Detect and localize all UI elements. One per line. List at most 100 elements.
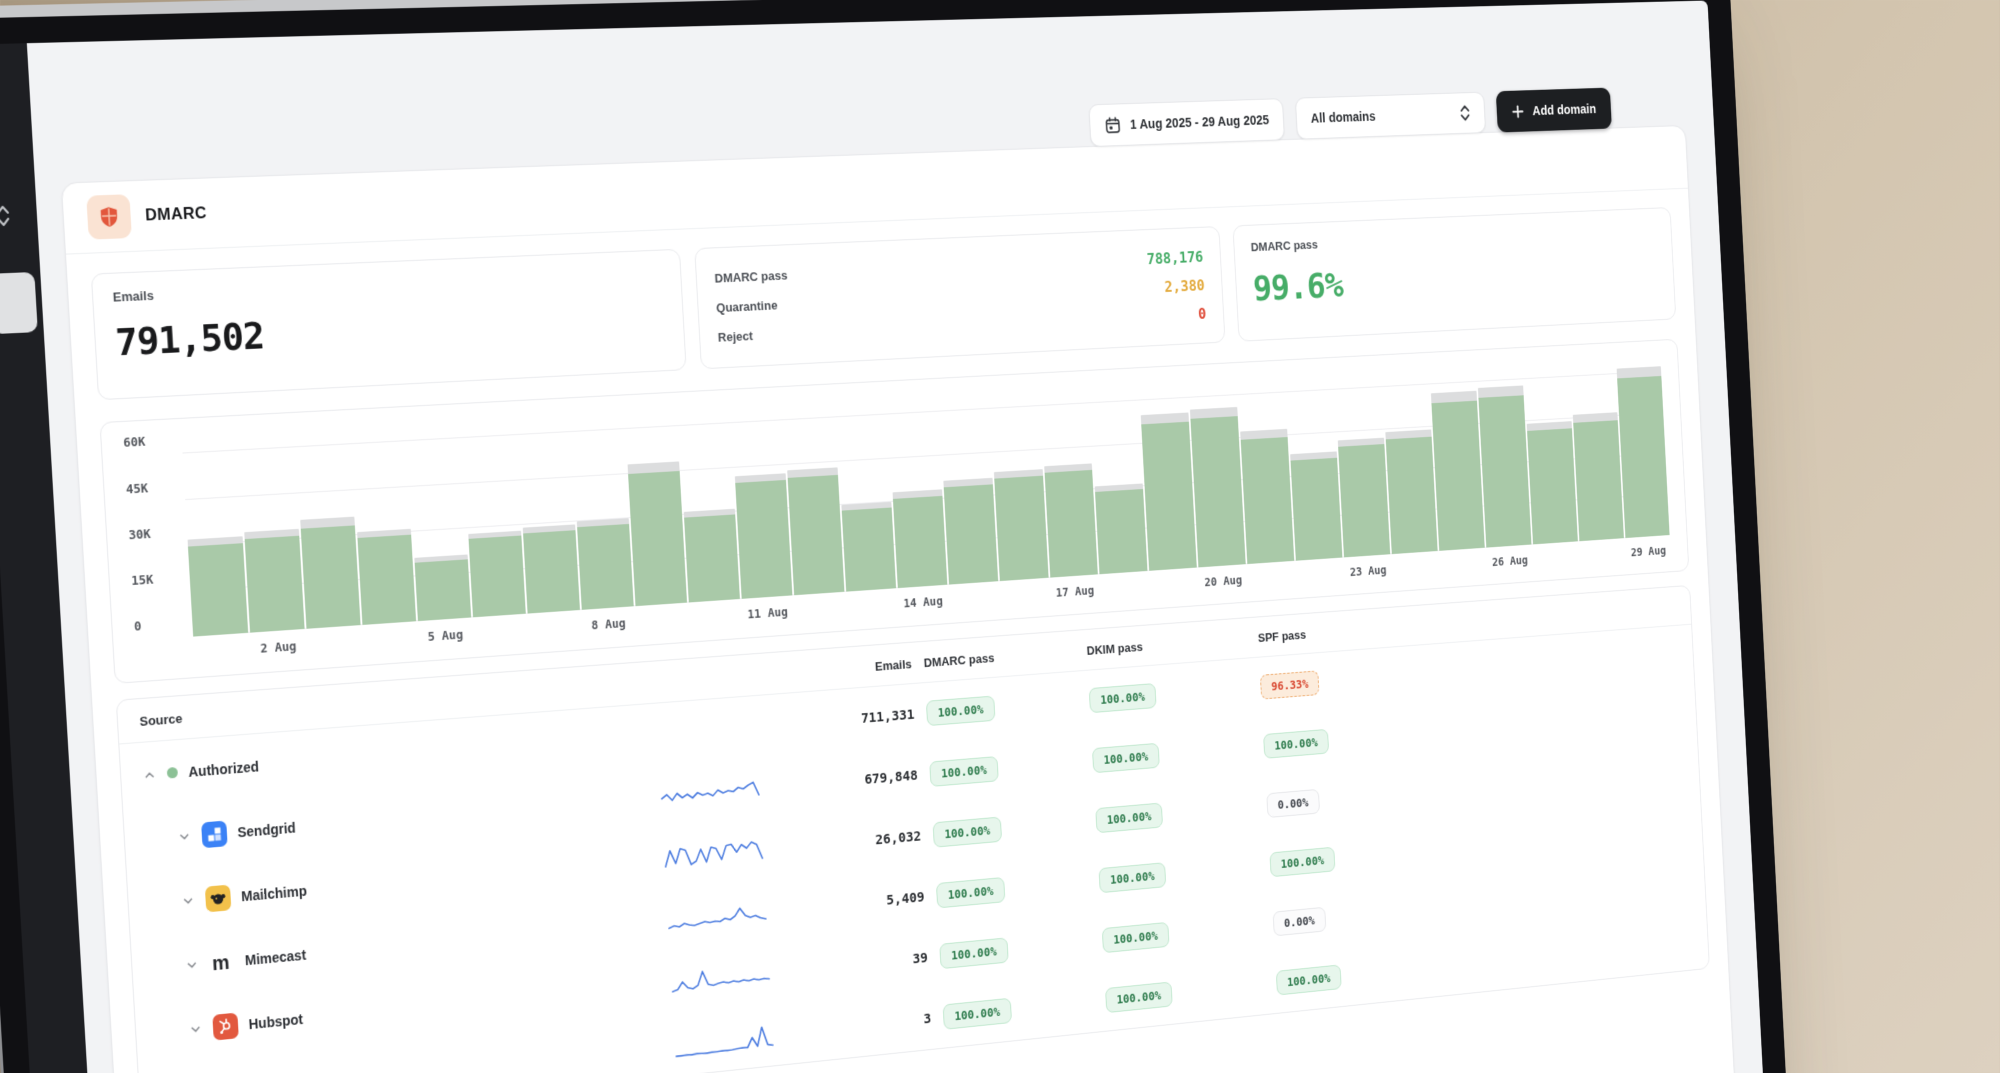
bar-pass-segment	[892, 495, 947, 589]
bar-day-26	[1477, 366, 1532, 548]
x-axis-slot	[307, 634, 362, 657]
spf-pass-badge: 0.00%	[1272, 906, 1327, 937]
bar-pass-segment	[357, 534, 416, 625]
dkim-pass-cell: 100.00%	[1093, 972, 1265, 1014]
domain-select[interactable]: All domains	[1295, 91, 1487, 140]
x-axis-slot: 8 Aug	[582, 615, 635, 638]
spf-pass-badge: 100.00%	[1269, 846, 1336, 878]
bar-day-4	[351, 427, 416, 625]
x-axis-slot	[528, 619, 581, 642]
bar-pass-segment	[468, 535, 526, 618]
sendgrid-logo-icon	[201, 820, 228, 848]
mimecast-logo-icon: m	[209, 949, 235, 975]
bar-day-29	[1616, 358, 1670, 539]
x-axis-slot	[194, 642, 250, 666]
emails-cell: 711,331	[860, 706, 915, 727]
bar-day-15	[938, 395, 998, 585]
x-axis-tick-label: 11 Aug	[747, 604, 789, 622]
x-axis-slot	[363, 630, 418, 653]
hubspot-logo-icon	[212, 1012, 239, 1041]
bar-day-19	[1140, 384, 1198, 571]
spf-pass-cell: 96.33%	[1248, 663, 1420, 701]
date-range-label: 1 Aug 2025 - 29 Aug 2025	[1129, 112, 1270, 132]
dmarc-pass-cell: 100.00%	[924, 869, 1088, 909]
bar-day-17	[1040, 389, 1099, 578]
source-name: Authorized	[187, 758, 260, 780]
bar-day-23	[1335, 373, 1391, 558]
table-row-mimecast[interactable]: m Mimecast 5,409 100.00% 100.00% 100.00%	[131, 796, 1703, 1002]
trend-cell	[630, 725, 783, 737]
calendar-icon	[1104, 116, 1121, 134]
dmarc-pass-badge: 100.00%	[932, 816, 1002, 848]
y-axis-tick-label: 60K	[122, 434, 146, 451]
bar-day-8	[571, 415, 634, 610]
x-axis-slot: 14 Aug	[898, 593, 948, 615]
dkim-pass-badge: 100.00%	[1101, 921, 1170, 954]
expand-chevron-icon[interactable]	[185, 957, 199, 972]
screen: 1 Aug 2025 - 29 Aug 2025 All domains	[0, 0, 1795, 1073]
bar-day-6	[462, 421, 526, 618]
column-header-spf-pass: SPF pass	[1257, 627, 1307, 645]
y-axis-tick-label: 30K	[128, 525, 152, 542]
x-axis-slot: 5 Aug	[418, 626, 472, 649]
bar-pass-segment	[734, 480, 793, 599]
dkim-pass-badge: 100.00%	[1105, 981, 1173, 1014]
breakdown-card: DMARC pass 788,176 Quarantine 2,380 Reject 0	[694, 226, 1226, 370]
dmarc-pass-badge: 100.00%	[925, 695, 996, 727]
breakdown-value: 0	[1197, 304, 1207, 323]
y-axis-tick-label: 15K	[130, 571, 154, 588]
authorized-status-dot	[166, 766, 179, 779]
x-axis-tick-label: 20 Aug	[1204, 572, 1243, 590]
x-axis-slot	[1580, 546, 1625, 567]
bar-pass-segment	[1338, 444, 1391, 558]
emails-value: 791,502	[114, 313, 266, 365]
spf-pass-cell: 0.00%	[1261, 896, 1433, 937]
date-range-picker[interactable]: 1 Aug 2025 - 29 Aug 2025	[1088, 98, 1285, 148]
bar-pass-segment	[1190, 415, 1247, 568]
bar-day-20	[1189, 381, 1247, 568]
expand-chevron-icon[interactable]	[181, 893, 195, 908]
x-axis-slot: 17 Aug	[1050, 583, 1099, 605]
x-axis-tick-label: 14 Aug	[903, 593, 944, 611]
dkim-pass-cell: 100.00%	[1083, 794, 1256, 834]
sidebar-collapse-icon[interactable]	[0, 203, 12, 235]
dmarc-pass-badge: 100.00%	[939, 937, 1009, 970]
breakdown-value: 788,176	[1146, 247, 1204, 268]
expand-chevron-icon[interactable]	[188, 1021, 202, 1036]
spf-pass-badge: 0.00%	[1266, 788, 1320, 819]
x-axis-slot: 29 Aug	[1626, 543, 1671, 564]
dkim-pass-cell: 100.00%	[1087, 854, 1260, 895]
column-header-dmarc-pass: DMARC pass	[923, 650, 995, 670]
trend-cell	[647, 1017, 801, 1063]
bar-pass-segment	[683, 514, 740, 603]
spf-pass-badge: 100.00%	[1263, 728, 1329, 759]
collapse-chevron-icon[interactable]	[142, 767, 156, 782]
trend-cell	[643, 955, 797, 1000]
monitor: 1 Aug 2025 - 29 Aug 2025 All domains	[0, 0, 1819, 1073]
emails-cell: 679,848	[864, 767, 919, 788]
breakdown-label: Quarantine	[715, 297, 778, 316]
expand-chevron-icon[interactable]	[177, 829, 191, 844]
table-body: Authorized 711,331 100.00% 100.00% 96.33% Sen…	[119, 625, 1709, 1073]
pass-rate-card: DMARC pass 99.6%	[1232, 207, 1677, 342]
trend-cell	[640, 894, 794, 939]
sparkline	[669, 958, 771, 998]
sidebar-item-tile[interactable]	[0, 271, 38, 335]
x-axis-slot	[473, 622, 527, 645]
source-name: Hubspot	[248, 1010, 304, 1032]
x-axis-slot	[1392, 559, 1439, 580]
x-axis-slot	[949, 590, 999, 612]
sparkline	[666, 896, 768, 936]
bar-day-9	[625, 412, 687, 607]
dkim-pass-badge: 100.00%	[1098, 862, 1167, 894]
source-name: Mimecast	[244, 946, 307, 968]
bar-pass-segment	[1431, 400, 1485, 551]
spf-pass-cell: 0.00%	[1255, 780, 1427, 819]
bar-day-28	[1570, 361, 1624, 542]
x-axis-slot	[846, 597, 897, 619]
bar-day-22	[1286, 376, 1343, 561]
source-cell: m Mimecast	[132, 912, 641, 982]
x-axis-tick-label: 23 Aug	[1349, 562, 1387, 579]
add-domain-button[interactable]: Add domain	[1495, 87, 1612, 133]
bar-day-7	[516, 418, 580, 614]
